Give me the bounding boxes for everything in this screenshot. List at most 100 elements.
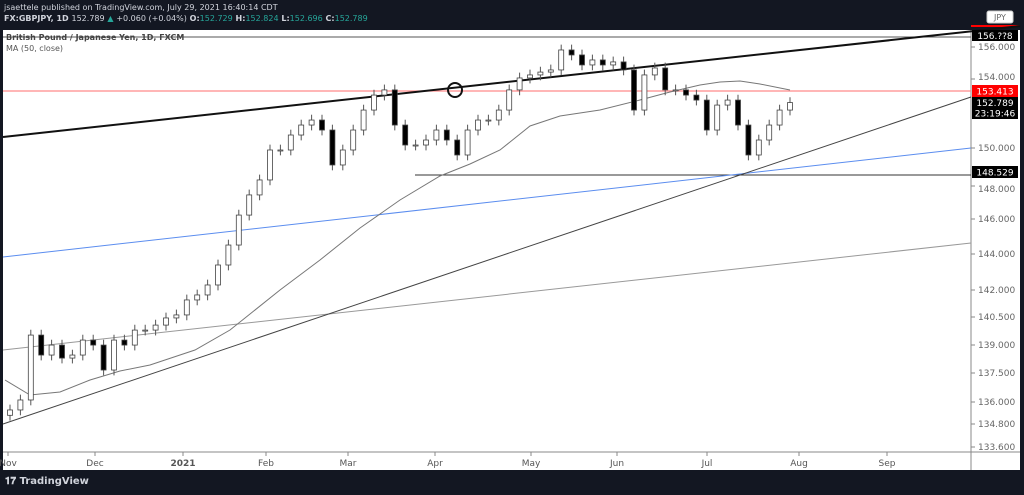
high-value: 152.824 bbox=[245, 14, 279, 23]
candle bbox=[568, 49, 575, 56]
touch-circle-marker bbox=[447, 82, 463, 98]
price-tick-label: 134.800 bbox=[978, 420, 1015, 430]
candle bbox=[423, 139, 429, 146]
candle bbox=[641, 74, 648, 111]
candle bbox=[672, 89, 679, 92]
candle bbox=[100, 344, 107, 371]
candle bbox=[599, 59, 606, 66]
time-tick-label: May bbox=[522, 459, 541, 469]
time-tick-label: Jun bbox=[609, 459, 624, 469]
candle bbox=[693, 94, 700, 101]
resistance-price-label-box bbox=[972, 85, 1018, 97]
candle bbox=[48, 344, 55, 356]
candle bbox=[714, 104, 721, 131]
candle bbox=[766, 124, 773, 141]
low-value: 152.696 bbox=[289, 14, 323, 23]
candle bbox=[537, 71, 544, 76]
tradingview-logo-icon: 𝟏𝟕 bbox=[5, 476, 20, 487]
candle bbox=[485, 119, 492, 122]
candle bbox=[298, 124, 305, 136]
time-tick-label: Jul bbox=[701, 459, 713, 469]
candle bbox=[651, 67, 658, 76]
candle bbox=[17, 399, 24, 411]
last-price-label-box bbox=[972, 97, 1018, 119]
candle bbox=[703, 99, 710, 131]
drawings[interactable] bbox=[2, 25, 1021, 425]
price-tick-label: 154.000 bbox=[978, 73, 1015, 83]
candle bbox=[755, 139, 762, 156]
time-tick-label: Sep bbox=[879, 459, 896, 469]
candle bbox=[745, 124, 752, 156]
candle bbox=[131, 329, 138, 346]
candle bbox=[173, 314, 180, 319]
low-label: L: bbox=[281, 14, 290, 23]
high-label: H: bbox=[235, 14, 246, 23]
candle bbox=[287, 134, 294, 151]
symbol-label[interactable]: FX:GBPJPY, 1D bbox=[4, 14, 69, 23]
candle bbox=[662, 67, 669, 91]
price-tick-label: 133.600 bbox=[978, 443, 1015, 453]
candle bbox=[69, 354, 76, 359]
price-tick-label: 142.000 bbox=[978, 286, 1015, 296]
time-tick-label: Aug bbox=[790, 459, 808, 469]
tradingview-logo[interactable]: 𝟏𝟕 TradingView bbox=[5, 476, 89, 487]
candle bbox=[724, 99, 731, 106]
time-tick-label: Dec bbox=[86, 459, 103, 469]
candle bbox=[464, 129, 471, 156]
candle bbox=[381, 89, 388, 96]
price-tick-label: 136.000 bbox=[978, 398, 1015, 408]
price-tick-label: 144.000 bbox=[978, 250, 1015, 260]
price-axis[interactable]: 156.000 154.000 150.000 148.000 146.000 144.0… bbox=[971, 43, 1015, 453]
candle bbox=[90, 339, 97, 346]
indicator-legend[interactable]: MA (50, close) bbox=[6, 44, 64, 53]
candle bbox=[516, 77, 523, 91]
currency-badge bbox=[986, 10, 1014, 24]
candle bbox=[7, 409, 13, 416]
candle bbox=[350, 129, 357, 151]
candle bbox=[454, 139, 461, 156]
candle bbox=[38, 334, 45, 356]
candle bbox=[183, 299, 190, 316]
rising-trendline[interactable] bbox=[2, 96, 972, 425]
candle bbox=[579, 54, 585, 66]
candle bbox=[412, 144, 419, 147]
candle bbox=[371, 94, 377, 111]
open-label: O: bbox=[189, 14, 200, 23]
upper-trendline[interactable] bbox=[2, 25, 1021, 138]
resistance-price-label: 153.413 bbox=[976, 88, 1013, 98]
candle bbox=[267, 149, 273, 181]
candle bbox=[319, 119, 325, 131]
candle bbox=[277, 149, 284, 152]
candle bbox=[27, 334, 34, 401]
candles bbox=[7, 44, 793, 421]
time-tick-label: 2021 bbox=[170, 459, 195, 469]
candle bbox=[527, 74, 533, 79]
blue-trendline[interactable] bbox=[2, 147, 972, 258]
candle bbox=[547, 69, 554, 73]
top-level-label: 156.??8 bbox=[977, 32, 1013, 42]
price-tick-label: 140.500 bbox=[978, 313, 1015, 323]
price-tick-label: 156.000 bbox=[978, 43, 1015, 53]
candle bbox=[225, 244, 232, 266]
candle bbox=[433, 129, 440, 141]
candle bbox=[339, 149, 346, 166]
candle bbox=[163, 317, 169, 326]
last-price: 152.789 bbox=[71, 14, 105, 23]
time-axis[interactable]: Nov Dec 2021 Feb Mar Apr May Jun Jul Aug Sep bbox=[0, 452, 896, 469]
candle bbox=[683, 89, 689, 96]
brand-label: TradingView bbox=[19, 476, 89, 487]
candle bbox=[558, 49, 565, 71]
candle bbox=[360, 109, 367, 131]
candle bbox=[631, 69, 637, 111]
candle bbox=[235, 214, 242, 246]
ma50-line bbox=[4, 80, 791, 396]
candle bbox=[776, 109, 783, 126]
candle bbox=[475, 119, 481, 131]
candle bbox=[194, 294, 201, 301]
bar-countdown: 23:19:46 bbox=[975, 110, 1016, 120]
gray-trendline[interactable] bbox=[2, 242, 972, 351]
chart-legend-title[interactable]: British Pound / Japanese Yen, 1D, FXCM bbox=[6, 33, 185, 42]
time-tick-label: Feb bbox=[258, 459, 274, 469]
candle bbox=[506, 89, 513, 111]
